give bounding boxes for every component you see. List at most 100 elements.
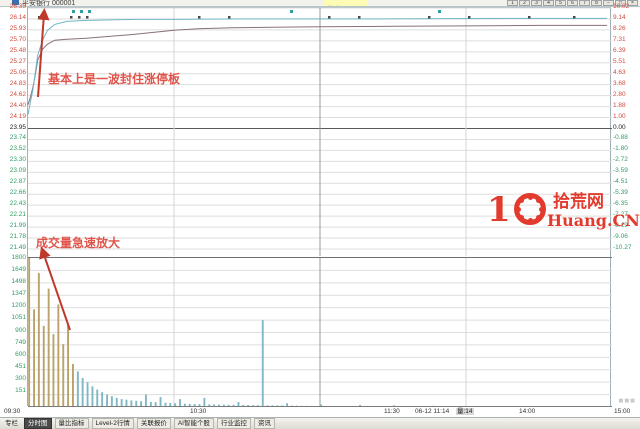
price-axis-tick-right: -8.19: [613, 222, 628, 230]
status-volume: 量:14: [456, 408, 474, 415]
toolbar-button-group: 1 2 3 4 5 6 7 8 − □ ×: [507, 0, 638, 6]
minimize-button[interactable]: −: [603, 0, 614, 6]
price-axis-tick-right: 5.51: [613, 57, 626, 65]
price-axis-tick-left: 25.06: [9, 68, 26, 76]
watermark-digit: 1: [487, 190, 511, 230]
price-axis-tick-right: -4.51: [613, 178, 628, 186]
maximize-button[interactable]: □: [615, 0, 626, 6]
time-axis: 09:30 10:30 11:30 06-12 11:14 量:14 14:00…: [0, 406, 640, 416]
price-axis-tick-left: 26.35: [9, 3, 26, 10]
price-axis-tick-right: -7.27: [613, 211, 628, 219]
price-axis-tick-right: 6.39: [613, 46, 626, 54]
price-axis-tick-left: 24.19: [9, 112, 26, 120]
price-axis-tick-left: 25.27: [9, 57, 26, 65]
time-tick: 11:30: [384, 408, 400, 415]
close-button[interactable]: ×: [627, 0, 638, 6]
status-datetime: 06-12 11:14: [415, 408, 450, 415]
volume-bar-plot: [28, 258, 612, 407]
toolbar-button[interactable]: 3: [531, 0, 542, 6]
time-tick: 09:30: [4, 408, 21, 415]
price-axis-tick-left: 21.49: [9, 244, 26, 251]
window-title: 平安银行 000001: [22, 0, 76, 7]
price-axis-tick-right: -5.39: [613, 189, 628, 197]
price-axis-tick-left: 23.09: [9, 167, 26, 175]
taskbar-item[interactable]: AI智能个股: [173, 418, 214, 429]
taskbar-item[interactable]: 关联报价: [136, 418, 171, 429]
price-axis-tick-right: -2.72: [613, 156, 628, 164]
price-axis-tick-right: 3.68: [613, 79, 626, 87]
volume-axis-tick: 300: [15, 374, 26, 382]
annotation-limit-up: 基本上是一波封住涨停板: [48, 72, 181, 86]
price-axis-tick-right: 1.88: [613, 101, 626, 109]
price-axis-tick-right: 4.63: [613, 68, 626, 76]
time-tick: 14:00: [519, 408, 536, 415]
volume-axis-tick: 1200: [11, 302, 26, 310]
taskbar-item[interactable]: 量比指标: [54, 418, 89, 429]
price-axis-tick-right: -1.80: [613, 145, 628, 153]
volume-chart-pane[interactable]: [28, 257, 612, 407]
price-axis-tick-left: 22.87: [9, 178, 26, 186]
toolbar-button[interactable]: 1: [507, 0, 518, 6]
taskbar-item[interactable]: 分时图: [24, 418, 52, 429]
price-axis-tick-right: -6.35: [613, 200, 628, 208]
price-axis-tick-right: -9.06: [613, 233, 628, 241]
bottom-taskbar[interactable]: 专栏 分时图 量比指标 Level-2行情 关联报价 AI智能个股 行业监控 资讯: [0, 417, 640, 429]
chart-frame[interactable]: [27, 7, 612, 407]
toolbar-button[interactable]: 6: [567, 0, 578, 6]
volume-axis-tick: 1498: [11, 278, 26, 286]
price-axis-tick-left: 21.78: [9, 233, 26, 241]
time-tick: 15:00: [614, 408, 631, 415]
volume-axis-tick: 151: [15, 386, 26, 394]
price-axis-tick-right: -3.59: [613, 167, 628, 175]
toolbar-button[interactable]: 4: [543, 0, 554, 6]
corner-watermark: ■■■: [618, 396, 636, 405]
taskbar-item[interactable]: Level-2行情: [91, 418, 134, 429]
volume-axis-tick: 1051: [11, 314, 26, 322]
watermark-logo: 1 拾荒网 Huang.CN: [487, 185, 640, 237]
price-axis-tick-left: 25.48: [9, 46, 26, 54]
volume-axis-tick: 1800: [11, 254, 26, 261]
taskbar-item[interactable]: 资讯: [253, 418, 275, 429]
price-axis-tick-left: 24.40: [9, 101, 26, 109]
price-axis-tick-left: 23.74: [9, 134, 26, 142]
volume-axis-tick: 451: [15, 362, 26, 370]
volume-axis-tick: 749: [15, 338, 26, 346]
price-axis-tick-left: 26.14: [9, 13, 26, 21]
app-logo-icon: [12, 0, 19, 5]
price-axis-tick-left: 23.95: [9, 123, 26, 131]
price-axis-tick-right: -0.88: [613, 134, 628, 142]
price-axis-tick-right: -10.27: [613, 244, 632, 251]
price-axis-tick-left: 23.30: [9, 156, 26, 164]
watermark-site-cn: 拾荒网: [553, 192, 604, 212]
price-axis-tick-left: 23.52: [9, 145, 26, 153]
toolbar-button[interactable]: 5: [555, 0, 566, 6]
price-axis-tick-left: 24.62: [9, 90, 26, 98]
volume-axis-tick: 1649: [11, 266, 26, 274]
volume-axis-tick: 1347: [11, 290, 26, 298]
price-axis-tick-right: 7.31: [613, 35, 626, 43]
toolbar-button[interactable]: 8: [591, 0, 602, 6]
toolbar-button[interactable]: 2: [519, 0, 530, 6]
app-toolbar: 平安银行 000001 分时图 1 2 3 4 5 6 7 8 − □ ×: [0, 0, 640, 7]
toolbar-button[interactable]: 7: [579, 0, 590, 6]
price-axis-tick-right: 8.26: [613, 24, 626, 32]
price-axis-tick-right: 2.80: [613, 90, 626, 98]
price-axis-tick-left: 21.99: [9, 222, 26, 230]
taskbar-item[interactable]: 行业监控: [216, 418, 251, 429]
price-axis-tick-left: 25.93: [9, 24, 26, 32]
price-axis-tick-right: 9.14: [613, 13, 626, 21]
price-axis-tick-left: 22.43: [9, 200, 26, 208]
price-axis-tick-left: 22.66: [9, 189, 26, 197]
price-axis-tick-left: 22.21: [9, 211, 26, 219]
price-axis-tick-right: 1.00: [613, 112, 626, 120]
price-chart-pane[interactable]: [27, 7, 612, 256]
toolbar-highlight-field[interactable]: 分时图: [324, 0, 368, 6]
price-line-plot: [27, 7, 612, 256]
time-tick: 10:30: [190, 408, 207, 415]
price-axis-tick-left: 24.83: [9, 79, 26, 87]
price-axis-tick-left: 25.70: [9, 35, 26, 43]
volume-axis-tick: 600: [15, 350, 26, 358]
gear-icon: [514, 193, 546, 225]
taskbar-item[interactable]: 专栏: [5, 420, 18, 427]
